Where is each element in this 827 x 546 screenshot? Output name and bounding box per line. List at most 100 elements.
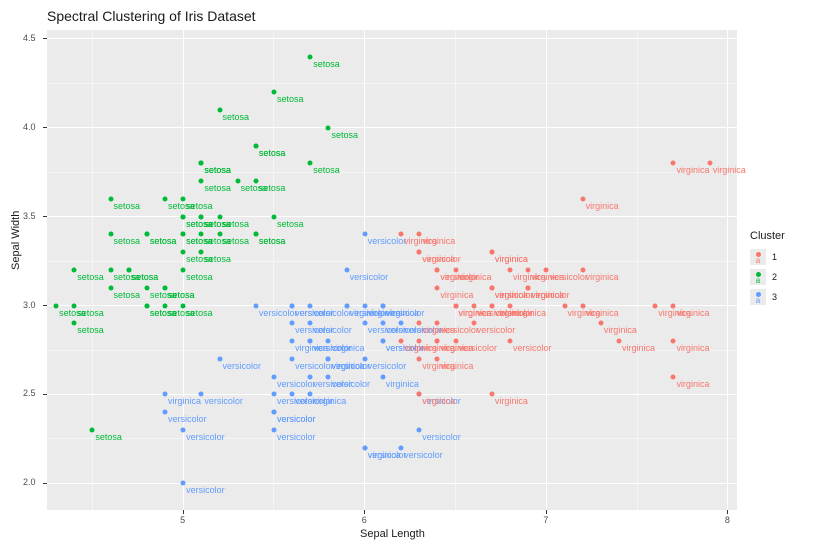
grid-major-h — [47, 127, 737, 128]
y-axis-label: Sepal Width — [10, 211, 22, 270]
legend-glyph: a — [756, 257, 760, 265]
scatter-point — [489, 392, 494, 397]
scatter-point — [108, 285, 113, 290]
x-tick-label: 8 — [725, 515, 730, 525]
scatter-point — [181, 268, 186, 273]
scatter-point — [199, 392, 204, 397]
scatter-point — [235, 179, 240, 184]
scatter-point — [417, 321, 422, 326]
scatter-point — [380, 339, 385, 344]
scatter-point — [217, 356, 222, 361]
scatter-point — [344, 268, 349, 273]
scatter-point — [489, 303, 494, 308]
scatter-point — [144, 303, 149, 308]
y-tick-mark — [43, 38, 47, 39]
y-tick-label: 4.0 — [23, 122, 36, 132]
legend-glyph: a — [756, 277, 760, 285]
scatter-point — [453, 303, 458, 308]
legend-label: 2 — [772, 272, 777, 282]
y-tick-label: 3.0 — [23, 300, 36, 310]
x-axis-label: Sepal Length — [360, 528, 425, 540]
grid-major-h — [47, 38, 737, 39]
scatter-point — [362, 321, 367, 326]
scatter-point — [217, 214, 222, 219]
grid-minor-h — [47, 350, 737, 351]
scatter-point — [580, 196, 585, 201]
scatter-point — [380, 374, 385, 379]
scatter-point — [163, 196, 168, 201]
scatter-point — [163, 303, 168, 308]
scatter-point — [108, 268, 113, 273]
scatter-point — [54, 303, 59, 308]
x-tick-mark — [364, 510, 365, 514]
legend-item: a2 — [750, 268, 785, 286]
scatter-point — [435, 285, 440, 290]
scatter-point — [72, 321, 77, 326]
scatter-point — [308, 374, 313, 379]
scatter-point — [271, 428, 276, 433]
scatter-point — [562, 303, 567, 308]
scatter-point — [308, 54, 313, 59]
scatter-point — [108, 196, 113, 201]
scatter-point — [199, 232, 204, 237]
grid-minor-h — [47, 261, 737, 262]
grid-minor-h — [47, 83, 737, 84]
scatter-point — [399, 321, 404, 326]
x-tick-label: 7 — [543, 515, 548, 525]
scatter-point — [290, 321, 295, 326]
legend: Cluster a1a2a3 — [750, 230, 785, 308]
scatter-point — [344, 303, 349, 308]
legend-key: a — [750, 289, 766, 305]
scatter-point — [144, 285, 149, 290]
scatter-point — [362, 445, 367, 450]
scatter-point — [308, 161, 313, 166]
scatter-point — [181, 232, 186, 237]
grid-major-h — [47, 305, 737, 306]
scatter-point — [435, 268, 440, 273]
scatter-point — [526, 285, 531, 290]
grid-major-h — [47, 394, 737, 395]
scatter-point — [308, 339, 313, 344]
scatter-point — [181, 481, 186, 486]
scatter-point — [435, 356, 440, 361]
scatter-point — [199, 250, 204, 255]
scatter-point — [544, 268, 549, 273]
y-tick-mark — [43, 483, 47, 484]
scatter-point — [417, 356, 422, 361]
scatter-point — [362, 356, 367, 361]
scatter-point — [308, 392, 313, 397]
scatter-point — [308, 321, 313, 326]
scatter-point — [471, 303, 476, 308]
scatter-point — [580, 303, 585, 308]
scatter-point — [326, 356, 331, 361]
y-tick-label: 3.5 — [23, 211, 36, 221]
legend-item: a3 — [750, 288, 785, 306]
scatter-point — [163, 285, 168, 290]
legend-title: Cluster — [750, 230, 785, 242]
scatter-point — [435, 339, 440, 344]
scatter-point — [653, 303, 658, 308]
scatter-point — [671, 303, 676, 308]
scatter-point — [181, 428, 186, 433]
scatter-point — [508, 303, 513, 308]
scatter-point — [707, 161, 712, 166]
legend-key: a — [750, 269, 766, 285]
scatter-point — [217, 232, 222, 237]
scatter-point — [362, 303, 367, 308]
scatter-point — [271, 392, 276, 397]
y-tick-mark — [43, 394, 47, 395]
scatter-point — [489, 285, 494, 290]
scatter-point — [380, 303, 385, 308]
grid-minor-h — [47, 172, 737, 173]
scatter-point — [181, 214, 186, 219]
grid-major-h — [47, 483, 737, 484]
chart-title: Spectral Clustering of Iris Dataset — [47, 8, 256, 24]
scatter-point — [326, 374, 331, 379]
scatter-point — [163, 392, 168, 397]
scatter-point — [253, 143, 258, 148]
scatter-point — [72, 268, 77, 273]
y-tick-mark — [43, 127, 47, 128]
scatter-point — [271, 214, 276, 219]
scatter-point — [290, 303, 295, 308]
y-tick-label: 2.5 — [23, 388, 36, 398]
